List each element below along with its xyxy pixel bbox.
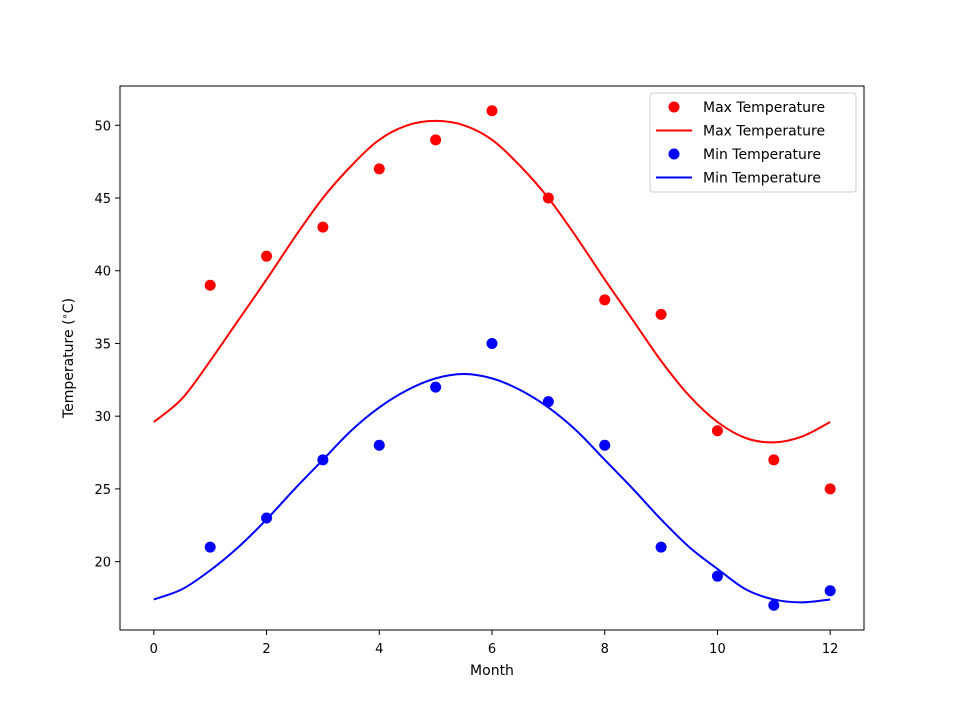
max-temperature-point [373,163,385,175]
min-temperature-fit-line [153,372,831,604]
max-temperature-point [824,483,836,495]
legend-label: Min Temperature [703,147,821,163]
plot-area [153,105,836,611]
x-tick-label: 10 [709,642,726,657]
y-tick-label: 30 [94,410,111,425]
legend-label: Max Temperature [703,100,825,116]
x-tick-label: 2 [262,642,270,657]
max-temperature-point [317,221,329,233]
max-temperature-fit-line [153,119,831,444]
max-temperature-point [261,250,273,262]
min-temperature-point [486,337,498,349]
min-temperature-point [430,381,442,393]
min-temperature-point [373,439,385,451]
x-tick-label: 4 [375,642,383,657]
max-temperature-point [486,105,498,117]
legend: Max Temperature Max Temperature Min Temper… [649,92,857,193]
legend-marker [668,148,680,160]
min-temperature-point [655,541,667,553]
legend-label: Min Temperature [703,171,821,187]
x-axis: 0 2 4 6 8 10 12 [150,630,839,657]
legend-label: Max Temperature [703,124,825,140]
max-temperature-point [711,425,723,437]
legend-marker [668,101,680,113]
min-temperature-point [599,439,611,451]
x-tick-label: 6 [488,642,496,657]
y-tick-label: 45 [94,192,111,207]
min-temperature-point [204,541,216,553]
max-temperature-point [655,308,667,320]
y-tick-label: 50 [94,119,111,134]
max-temperature-point [430,134,442,146]
y-tick-label: 40 [94,265,111,280]
y-tick-label: 20 [94,556,111,571]
min-temperature-point [711,570,723,582]
min-temperature-point [768,599,780,611]
y-tick-label: 25 [94,483,111,498]
x-tick-label: 8 [601,642,609,657]
x-tick-label: 12 [822,642,839,657]
x-axis-label: Month [470,663,514,679]
min-temperature-point [824,585,836,597]
max-temperature-point [599,294,611,306]
legend-box [649,92,857,193]
max-temperature-point [768,454,780,466]
y-tick-label: 35 [94,337,111,352]
y-axis-label: Temperature (∘C) [60,298,77,419]
y-axis: 20 25 30 35 40 45 50 [94,119,120,571]
max-temperature-point [204,279,216,291]
x-tick-label: 0 [150,642,158,657]
